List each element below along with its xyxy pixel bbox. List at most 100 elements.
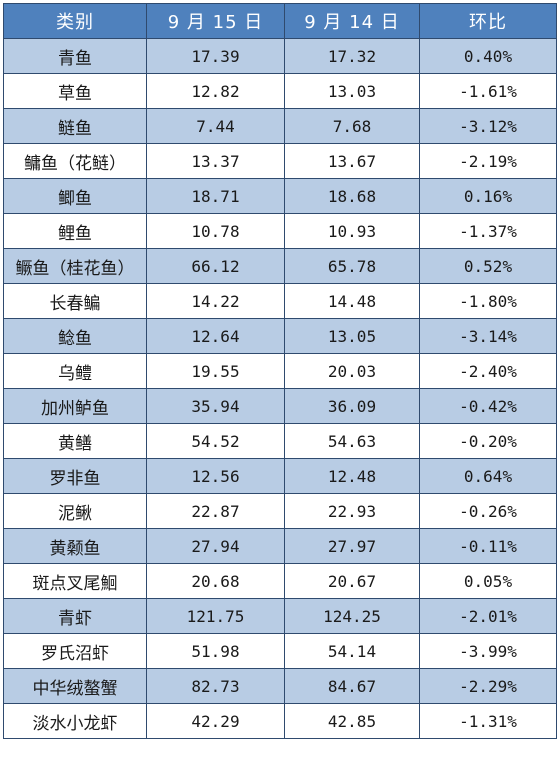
cell-sep14: 18.68: [284, 178, 420, 214]
table-row: 中华绒螯蟹 82.73 84.67 -2.29%: [3, 668, 557, 704]
cell-category: 鲢鱼: [3, 108, 147, 144]
cell-sep14: 17.32: [284, 38, 420, 74]
table-row: 黄鳝 54.52 54.63 -0.20%: [3, 423, 557, 459]
cell-sep15: 12.82: [146, 73, 285, 109]
cell-change: -3.12%: [419, 108, 557, 144]
cell-change: -3.14%: [419, 318, 557, 354]
cell-sep14: 14.48: [284, 283, 420, 319]
table-row: 淡水小龙虾 42.29 42.85 -1.31%: [3, 703, 557, 739]
header-sep14: 9 月 14 日: [284, 3, 420, 39]
table-row: 鲫鱼 18.71 18.68 0.16%: [3, 178, 557, 214]
cell-sep14: 20.03: [284, 353, 420, 389]
cell-change: -2.29%: [419, 668, 557, 704]
table-row: 鲤鱼 10.78 10.93 -1.37%: [3, 213, 557, 249]
cell-sep14: 65.78: [284, 248, 420, 284]
table-row: 罗氏沼虾 51.98 54.14 -3.99%: [3, 633, 557, 669]
cell-sep14: 7.68: [284, 108, 420, 144]
table-row: 斑点叉尾鮰 20.68 20.67 0.05%: [3, 563, 557, 599]
cell-category: 斑点叉尾鮰: [3, 563, 147, 599]
table-body: 青鱼 17.39 17.32 0.40% 草鱼 12.82 13.03 -1.61% 鲢鱼 7…: [3, 38, 557, 739]
cell-sep14: 84.67: [284, 668, 420, 704]
cell-sep15: 19.55: [146, 353, 285, 389]
cell-change: 0.16%: [419, 178, 557, 214]
cell-sep14: 13.67: [284, 143, 420, 179]
cell-change: 0.52%: [419, 248, 557, 284]
cell-category: 泥鳅: [3, 493, 147, 529]
table-row: 黄颡鱼 27.94 27.97 -0.11%: [3, 528, 557, 564]
cell-sep15: 35.94: [146, 388, 285, 424]
cell-sep15: 18.71: [146, 178, 285, 214]
table-row: 乌鳢 19.55 20.03 -2.40%: [3, 353, 557, 389]
cell-sep15: 10.78: [146, 213, 285, 249]
cell-sep15: 121.75: [146, 598, 285, 634]
price-table: 类别 9 月 15 日 9 月 14 日 环比 青鱼 17.39 17.32 0.40…: [3, 3, 557, 739]
header-category: 类别: [3, 3, 147, 39]
cell-sep14: 36.09: [284, 388, 420, 424]
table-row: 青鱼 17.39 17.32 0.40%: [3, 38, 557, 74]
cell-category: 罗非鱼: [3, 458, 147, 494]
table-row: 草鱼 12.82 13.03 -1.61%: [3, 73, 557, 109]
header-row: 类别 9 月 15 日 9 月 14 日 环比: [3, 3, 557, 39]
cell-change: -2.19%: [419, 143, 557, 179]
cell-category: 罗氏沼虾: [3, 633, 147, 669]
cell-sep15: 66.12: [146, 248, 285, 284]
cell-sep15: 17.39: [146, 38, 285, 74]
cell-category: 青虾: [3, 598, 147, 634]
cell-category: 青鱼: [3, 38, 147, 74]
header-sep15: 9 月 15 日: [146, 3, 285, 39]
table-row: 鲢鱼 7.44 7.68 -3.12%: [3, 108, 557, 144]
table-row: 鲶鱼 12.64 13.05 -3.14%: [3, 318, 557, 354]
cell-category: 加州鲈鱼: [3, 388, 147, 424]
cell-category: 黄鳝: [3, 423, 147, 459]
cell-sep15: 12.56: [146, 458, 285, 494]
price-table-container: 类别 9 月 15 日 9 月 14 日 环比 青鱼 17.39 17.32 0.40…: [3, 3, 557, 739]
cell-change: -2.01%: [419, 598, 557, 634]
cell-change: 0.64%: [419, 458, 557, 494]
cell-category: 鲫鱼: [3, 178, 147, 214]
cell-category: 乌鳢: [3, 353, 147, 389]
table-row: 长春鳊 14.22 14.48 -1.80%: [3, 283, 557, 319]
table-row: 鳜鱼（桂花鱼） 66.12 65.78 0.52%: [3, 248, 557, 284]
cell-sep15: 51.98: [146, 633, 285, 669]
cell-sep14: 12.48: [284, 458, 420, 494]
cell-category: 鳙鱼（花鲢）: [3, 143, 147, 179]
cell-sep15: 82.73: [146, 668, 285, 704]
header-change: 环比: [419, 3, 557, 39]
cell-change: -1.37%: [419, 213, 557, 249]
cell-sep14: 27.97: [284, 528, 420, 564]
cell-sep14: 13.05: [284, 318, 420, 354]
cell-sep15: 7.44: [146, 108, 285, 144]
cell-change: -0.26%: [419, 493, 557, 529]
cell-category: 草鱼: [3, 73, 147, 109]
table-row: 罗非鱼 12.56 12.48 0.64%: [3, 458, 557, 494]
cell-category: 鳜鱼（桂花鱼）: [3, 248, 147, 284]
table-header: 类别 9 月 15 日 9 月 14 日 环比: [3, 3, 557, 39]
cell-sep15: 14.22: [146, 283, 285, 319]
cell-change: -1.31%: [419, 703, 557, 739]
cell-sep14: 54.14: [284, 633, 420, 669]
cell-category: 鲤鱼: [3, 213, 147, 249]
cell-change: -0.20%: [419, 423, 557, 459]
cell-sep14: 20.67: [284, 563, 420, 599]
cell-category: 淡水小龙虾: [3, 703, 147, 739]
cell-sep15: 22.87: [146, 493, 285, 529]
cell-category: 黄颡鱼: [3, 528, 147, 564]
cell-change: 0.05%: [419, 563, 557, 599]
cell-category: 长春鳊: [3, 283, 147, 319]
cell-sep15: 20.68: [146, 563, 285, 599]
cell-sep15: 12.64: [146, 318, 285, 354]
table-row: 青虾 121.75 124.25 -2.01%: [3, 598, 557, 634]
cell-sep15: 42.29: [146, 703, 285, 739]
cell-sep15: 13.37: [146, 143, 285, 179]
cell-change: -3.99%: [419, 633, 557, 669]
cell-sep15: 27.94: [146, 528, 285, 564]
table-row: 加州鲈鱼 35.94 36.09 -0.42%: [3, 388, 557, 424]
cell-change: -0.11%: [419, 528, 557, 564]
cell-sep14: 22.93: [284, 493, 420, 529]
cell-category: 中华绒螯蟹: [3, 668, 147, 704]
table-row: 泥鳅 22.87 22.93 -0.26%: [3, 493, 557, 529]
cell-change: 0.40%: [419, 38, 557, 74]
cell-sep14: 54.63: [284, 423, 420, 459]
cell-sep14: 124.25: [284, 598, 420, 634]
cell-sep14: 42.85: [284, 703, 420, 739]
